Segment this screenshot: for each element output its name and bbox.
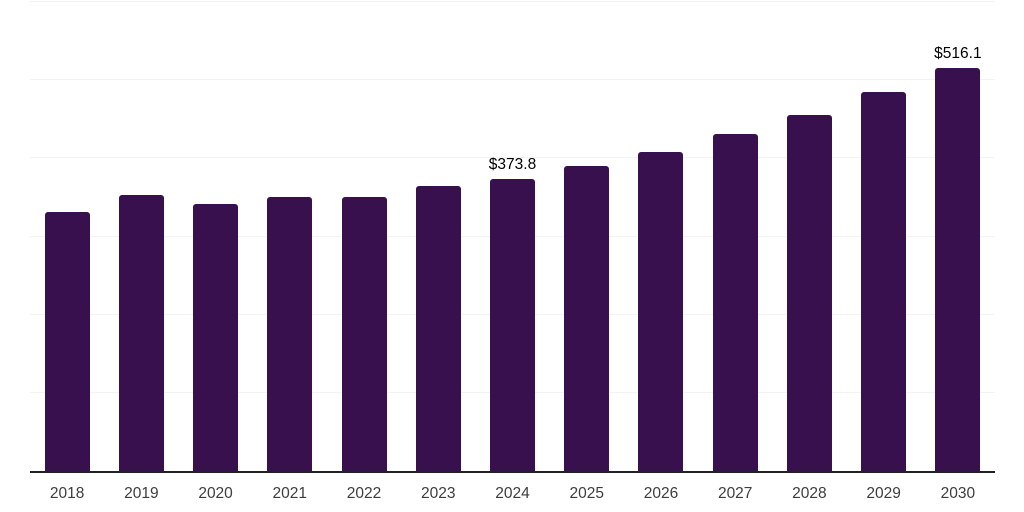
x-axis-label-2029: 2029 <box>866 485 901 502</box>
bar-2026 <box>638 152 684 471</box>
gridline <box>30 1 995 2</box>
bar-value-label-2030: $516.1 <box>934 44 982 62</box>
x-axis-label-2023: 2023 <box>421 485 456 502</box>
plot-area: $373.8 $516.1 <box>30 1 995 473</box>
x-axis-label-2024: 2024 <box>495 485 530 502</box>
x-axis-label-2028: 2028 <box>792 485 827 502</box>
bar-2019 <box>118 195 164 471</box>
bar-2027 <box>712 134 758 471</box>
x-axis-label-2025: 2025 <box>569 485 604 502</box>
bar-2029 <box>861 91 907 471</box>
bar-2023 <box>415 186 461 471</box>
x-axis-label-2021: 2021 <box>272 485 308 502</box>
x-axis-label-2026: 2026 <box>643 485 679 502</box>
bar-2021 <box>267 197 313 471</box>
gridline <box>30 79 995 81</box>
x-axis-label-2020: 2020 <box>198 485 233 502</box>
x-axis-label-2027: 2027 <box>717 485 753 502</box>
x-axis-label-2019: 2019 <box>124 485 159 502</box>
bar-2022 <box>341 196 387 471</box>
x-axis-label-2018: 2018 <box>49 485 85 502</box>
bar-2025 <box>564 166 610 471</box>
bar-2028 <box>786 115 832 471</box>
bar-2018 <box>44 211 90 471</box>
bar-2030 <box>935 67 981 471</box>
bar-2020 <box>193 203 239 471</box>
gridline <box>30 157 995 159</box>
bar-2024 <box>490 178 535 471</box>
bar-value-label-2024: $373.8 <box>488 155 537 173</box>
x-axis-label-2030: 2030 <box>940 485 976 502</box>
x-axis-label-2022: 2022 <box>346 485 382 502</box>
